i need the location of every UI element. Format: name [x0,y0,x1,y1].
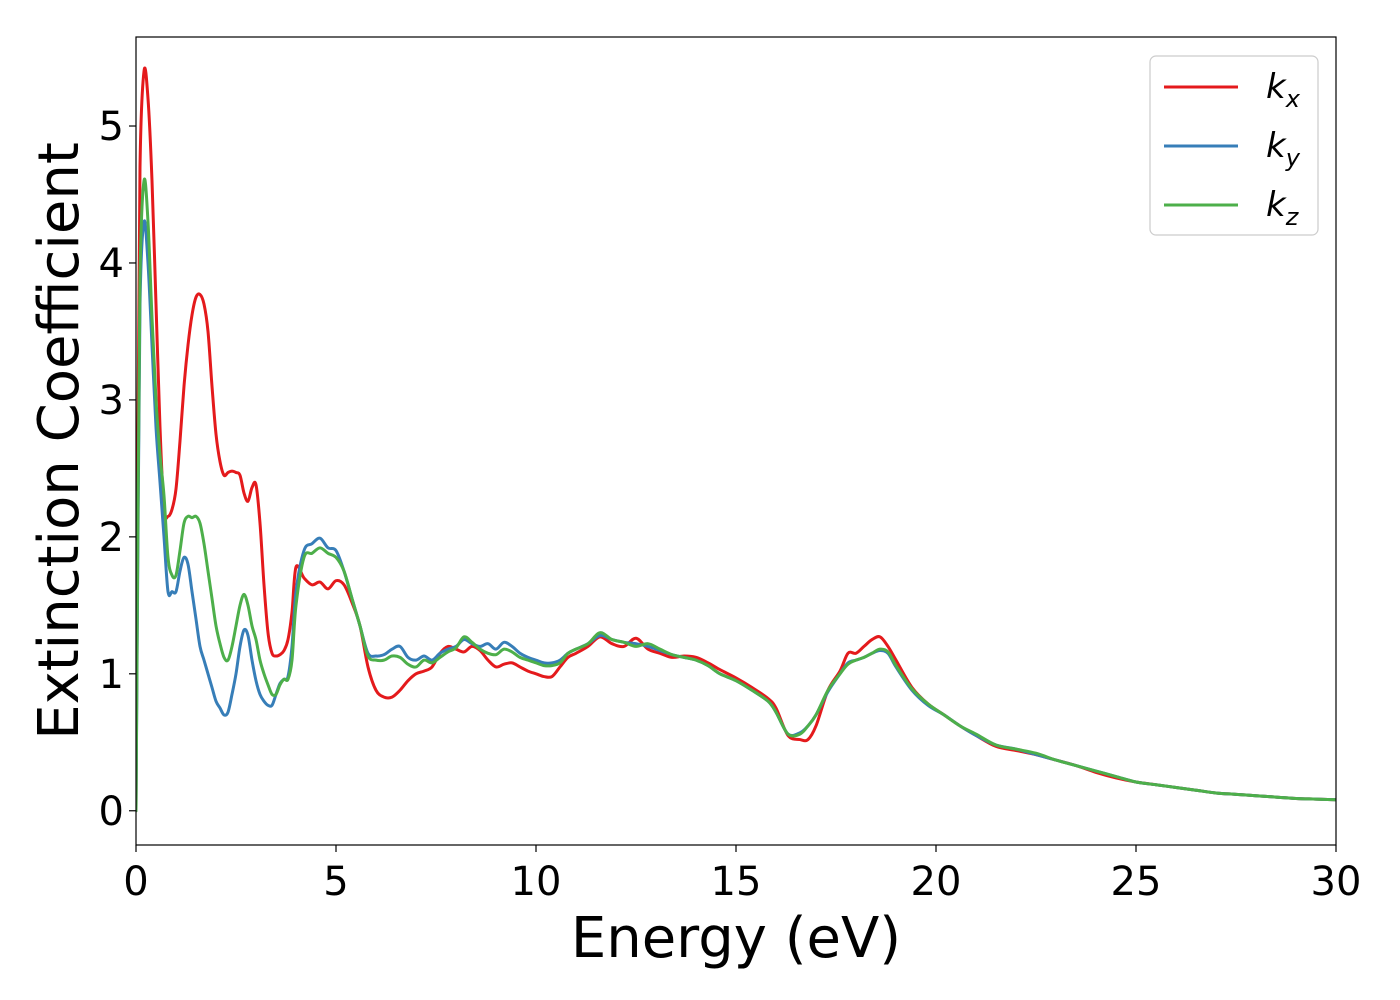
x-tick-label: 15 [711,859,762,905]
x-tick-label: 10 [511,859,562,905]
y-tick-label: 2 [99,515,124,561]
x-axis-ticks: 0 5 10 15 20 25 30 [123,845,1361,905]
x-tick-label: 20 [911,859,962,905]
x-tick-label: 30 [1311,859,1362,905]
y-tick-label: 3 [99,378,124,424]
y-tick-label: 1 [99,652,124,698]
x-tick-label: 25 [1111,859,1162,905]
series-layer [136,66,1336,813]
x-axis-label: Energy (eV) [571,906,901,971]
y-tick-label: 4 [99,241,124,287]
series-line-z [136,177,1336,813]
y-axis-label: Extinction Coefficient [27,142,92,740]
x-tick-label: 0 [123,859,148,905]
x-tick-label: 5 [323,859,348,905]
y-tick-label: 0 [99,789,124,835]
y-axis-ticks: 0 1 2 3 4 5 [99,104,136,835]
y-tick-label: 5 [99,104,124,150]
